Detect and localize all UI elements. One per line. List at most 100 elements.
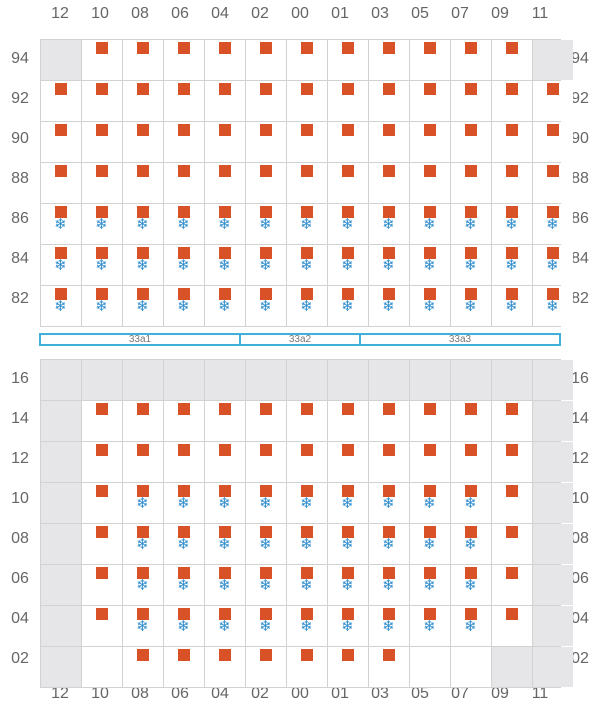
zone-33a3[interactable]: 33a3 (359, 333, 561, 346)
rack-slot[interactable]: ❄ (533, 204, 573, 244)
rack-slot[interactable]: ❄ (205, 483, 245, 523)
rack-slot[interactable] (82, 122, 122, 162)
rack-slot[interactable]: ❄ (205, 286, 245, 326)
rack-slot[interactable] (246, 442, 286, 482)
rack-slot[interactable]: ❄ (369, 204, 409, 244)
rack-slot[interactable]: ❄ (123, 286, 163, 326)
rack-slot[interactable] (246, 81, 286, 121)
rack-slot[interactable] (246, 122, 286, 162)
rack-slot[interactable]: ❄ (287, 245, 327, 285)
rack-slot[interactable] (164, 163, 204, 203)
rack-slot[interactable]: ❄ (451, 245, 491, 285)
rack-slot[interactable]: ❄ (123, 204, 163, 244)
rack-slot[interactable] (492, 122, 532, 162)
rack-slot[interactable] (492, 40, 532, 80)
rack-slot[interactable] (451, 122, 491, 162)
rack-slot[interactable]: ❄ (451, 483, 491, 523)
rack-slot[interactable] (533, 81, 573, 121)
rack-slot[interactable]: ❄ (492, 204, 532, 244)
rack-slot[interactable]: ❄ (492, 286, 532, 326)
rack-slot[interactable] (492, 81, 532, 121)
rack-slot[interactable]: ❄ (82, 245, 122, 285)
rack-slot[interactable] (82, 647, 122, 687)
rack-slot[interactable]: ❄ (369, 483, 409, 523)
rack-slot[interactable]: ❄ (82, 286, 122, 326)
rack-slot[interactable] (410, 122, 450, 162)
rack-slot[interactable] (41, 81, 81, 121)
rack-slot[interactable]: ❄ (287, 565, 327, 605)
rack-slot[interactable]: ❄ (123, 565, 163, 605)
rack-slot[interactable]: ❄ (205, 565, 245, 605)
rack-slot[interactable]: ❄ (205, 524, 245, 564)
rack-slot[interactable] (164, 40, 204, 80)
rack-slot[interactable] (369, 647, 409, 687)
rack-slot[interactable] (492, 565, 532, 605)
rack-slot[interactable] (369, 401, 409, 441)
rack-slot[interactable]: ❄ (164, 286, 204, 326)
rack-slot[interactable] (164, 81, 204, 121)
rack-slot[interactable] (410, 40, 450, 80)
rack-slot[interactable] (82, 81, 122, 121)
rack-slot[interactable] (492, 442, 532, 482)
rack-slot[interactable]: ❄ (287, 483, 327, 523)
rack-slot[interactable] (82, 401, 122, 441)
rack-slot[interactable] (41, 122, 81, 162)
rack-slot[interactable]: ❄ (41, 245, 81, 285)
rack-slot[interactable] (82, 40, 122, 80)
rack-slot[interactable] (205, 163, 245, 203)
rack-slot[interactable]: ❄ (328, 286, 368, 326)
rack-slot[interactable] (533, 163, 573, 203)
rack-slot[interactable] (369, 122, 409, 162)
rack-slot[interactable]: ❄ (451, 565, 491, 605)
rack-slot[interactable]: ❄ (205, 245, 245, 285)
rack-slot[interactable] (410, 163, 450, 203)
rack-slot[interactable] (123, 647, 163, 687)
rack-slot[interactable]: ❄ (164, 483, 204, 523)
rack-slot[interactable] (451, 40, 491, 80)
rack-slot[interactable] (328, 40, 368, 80)
rack-slot[interactable]: ❄ (369, 524, 409, 564)
rack-slot[interactable] (328, 81, 368, 121)
rack-slot[interactable]: ❄ (410, 483, 450, 523)
rack-slot[interactable]: ❄ (123, 524, 163, 564)
rack-slot[interactable] (410, 81, 450, 121)
rack-slot[interactable] (533, 122, 573, 162)
rack-slot[interactable]: ❄ (164, 245, 204, 285)
rack-slot[interactable]: ❄ (451, 286, 491, 326)
rack-slot[interactable]: ❄ (533, 286, 573, 326)
rack-slot[interactable] (451, 442, 491, 482)
rack-slot[interactable]: ❄ (328, 524, 368, 564)
rack-slot[interactable] (287, 122, 327, 162)
rack-slot[interactable]: ❄ (164, 565, 204, 605)
rack-slot[interactable]: ❄ (451, 606, 491, 646)
rack-slot[interactable]: ❄ (205, 204, 245, 244)
rack-slot[interactable]: ❄ (287, 286, 327, 326)
rack-slot[interactable] (328, 647, 368, 687)
rack-slot[interactable] (123, 81, 163, 121)
rack-slot[interactable]: ❄ (369, 606, 409, 646)
rack-slot[interactable] (287, 647, 327, 687)
rack-slot[interactable] (246, 40, 286, 80)
rack-slot[interactable] (369, 40, 409, 80)
rack-slot[interactable] (123, 442, 163, 482)
rack-slot[interactable] (246, 401, 286, 441)
rack-slot[interactable]: ❄ (123, 606, 163, 646)
rack-slot[interactable] (246, 647, 286, 687)
rack-slot[interactable] (205, 647, 245, 687)
rack-slot[interactable] (246, 163, 286, 203)
rack-slot[interactable] (82, 524, 122, 564)
rack-slot[interactable] (205, 40, 245, 80)
rack-slot[interactable]: ❄ (164, 524, 204, 564)
rack-slot[interactable] (123, 122, 163, 162)
rack-slot[interactable]: ❄ (246, 524, 286, 564)
rack-slot[interactable]: ❄ (164, 204, 204, 244)
rack-slot[interactable] (451, 647, 491, 687)
rack-slot[interactable]: ❄ (410, 606, 450, 646)
rack-slot[interactable] (82, 442, 122, 482)
rack-slot[interactable] (492, 163, 532, 203)
rack-slot[interactable] (492, 606, 532, 646)
rack-slot[interactable] (164, 401, 204, 441)
rack-slot[interactable] (287, 40, 327, 80)
rack-slot[interactable] (492, 483, 532, 523)
rack-slot[interactable] (410, 647, 450, 687)
